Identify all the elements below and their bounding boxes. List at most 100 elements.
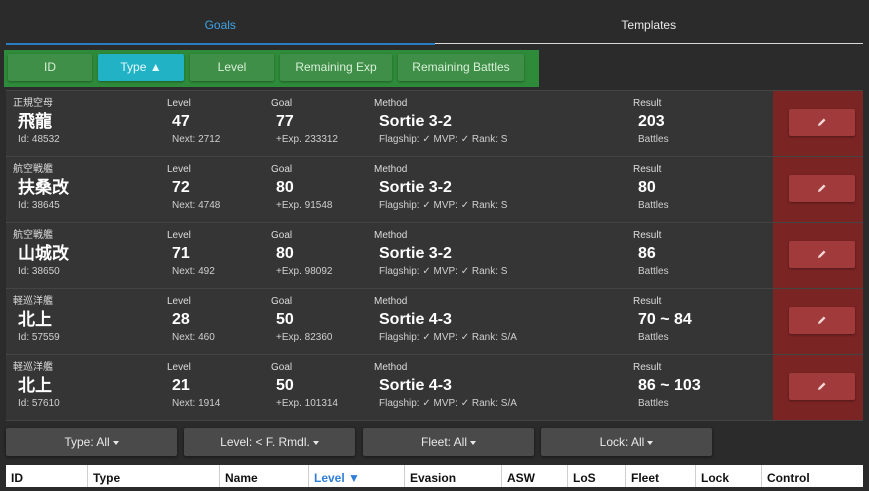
header-los[interactable]: LoS [568,465,626,487]
next-exp: Next: 492 [172,266,215,277]
battles-label: Battles [638,332,669,343]
result-label: Result [633,164,662,175]
method-label: Method [374,362,408,373]
level-label: Level [167,362,191,373]
ship-type: 航空戦艦 [13,230,53,241]
goal-level: 80 [276,245,294,262]
type-filter-dropdown[interactable]: Type: All [6,428,177,456]
goals-table: 正規空母 飛龍 Id: 48532 Level 47 Next: 2712 Go… [6,90,863,421]
goal-label: Goal [271,164,293,175]
caret-down-icon [470,440,477,445]
required-exp: +Exp. 82360 [276,332,333,343]
caret-down-icon [312,440,319,445]
ship-type: 航空戦艦 [13,164,53,175]
method-conditions: Flagship: ✓ MVP: ✓ Rank: S [379,200,508,211]
ship-type: 軽巡洋艦 [13,296,53,307]
fleet-filter-label: Fleet: All [420,435,468,449]
goal-row: 軽巡洋艦 北上 Id: 57559 Level 28 Next: 460 Goa… [6,289,863,355]
ship-id: Id: 57559 [18,332,60,343]
header-control[interactable]: Control [767,471,810,485]
pencil-icon [818,316,826,324]
tab-templates[interactable]: Templates [434,10,863,44]
current-level: 72 [172,179,190,196]
ship-type: 正規空母 [13,98,53,109]
result-label: Result [633,98,662,109]
ship-id: Id: 38650 [18,266,60,277]
result-count: 86 [638,245,656,262]
goal-row: 正規空母 飛龍 Id: 48532 Level 47 Next: 2712 Go… [6,90,863,157]
method-label: Method [374,98,408,109]
type-filter-label: Type: All [64,435,110,449]
caret-down-icon [112,440,119,445]
method-conditions: Flagship: ✓ MVP: ✓ Rank: S [379,266,508,277]
pencil-icon [818,382,826,390]
header-fleet[interactable]: Fleet [626,465,696,487]
method-map: Sortie 4-3 [379,311,452,328]
edit-button[interactable] [789,373,855,400]
ship-name: 北上 [18,310,52,329]
method-map: Sortie 3-2 [379,113,452,130]
method-conditions: Flagship: ✓ MVP: ✓ Rank: S/A [379,398,517,409]
method-label: Method [374,164,408,175]
pencil-icon [818,118,826,126]
header-lock[interactable]: Lock [696,465,762,487]
edit-button[interactable] [789,109,855,136]
row-control [773,91,863,156]
result-count: 86 ~ 103 [638,377,701,394]
ship-table-header: ID Type Name Level ▼ Evasion ASW LoS Fle… [6,465,863,487]
level-label: Level [167,296,191,307]
ship-type: 軽巡洋艦 [13,362,53,373]
battles-label: Battles [638,200,669,211]
header-evasion[interactable]: Evasion [405,465,502,487]
battles-label: Battles [638,266,669,277]
lock-filter-dropdown[interactable]: Lock: All [541,428,712,456]
ship-id: Id: 57610 [18,398,60,409]
goal-label: Goal [271,362,293,373]
header-name[interactable]: Name [220,465,309,487]
current-level: 71 [172,245,190,262]
current-level: 21 [172,377,190,394]
battles-label: Battles [638,398,669,409]
goal-row: 航空戦艦 扶桑改 Id: 38645 Level 72 Next: 4748 G… [6,157,863,223]
pencil-icon [818,250,826,258]
sort-id-button[interactable]: ID [8,54,92,81]
ship-name: 飛龍 [18,112,52,131]
method-conditions: Flagship: ✓ MVP: ✓ Rank: S [379,134,508,145]
level-label: Level [167,98,191,109]
edit-button[interactable] [789,175,855,202]
battles-label: Battles [638,134,669,145]
next-exp: Next: 460 [172,332,215,343]
level-filter-label: Level: < F. Rmdl. [220,435,310,449]
method-map: Sortie 3-2 [379,245,452,262]
sort-remaining-exp-button[interactable]: Remaining Exp [280,54,392,81]
level-label: Level [167,230,191,241]
caret-down-icon [647,440,654,445]
header-asw[interactable]: ASW [502,465,568,487]
next-exp: Next: 1914 [172,398,221,409]
edit-button[interactable] [789,241,855,268]
row-control [773,157,863,222]
header-level[interactable]: Level ▼ [309,465,405,487]
header-type[interactable]: Type [88,465,220,487]
fleet-filter-dropdown[interactable]: Fleet: All [363,428,534,456]
level-filter-dropdown[interactable]: Level: < F. Rmdl. [184,428,355,456]
method-map: Sortie 3-2 [379,179,452,196]
lock-filter-label: Lock: All [599,435,645,449]
sort-level-button[interactable]: Level [190,54,274,81]
required-exp: +Exp. 101314 [276,398,338,409]
goal-level: 77 [276,113,294,130]
sort-type-button[interactable]: Type ▲ [98,54,184,81]
level-label: Level [167,164,191,175]
result-label: Result [633,296,662,307]
header-id[interactable]: ID [6,465,88,487]
ship-name: 山城改 [18,244,69,263]
method-label: Method [374,230,408,241]
tab-goals[interactable]: Goals [6,10,435,45]
edit-button[interactable] [789,307,855,334]
required-exp: +Exp. 98092 [276,266,333,277]
method-conditions: Flagship: ✓ MVP: ✓ Rank: S/A [379,332,517,343]
sort-remaining-battles-button[interactable]: Remaining Battles [398,54,524,81]
result-count: 203 [638,113,665,130]
sort-bar: ID Type ▲ Level Remaining Exp Remaining … [4,50,539,87]
goal-level: 80 [276,179,294,196]
